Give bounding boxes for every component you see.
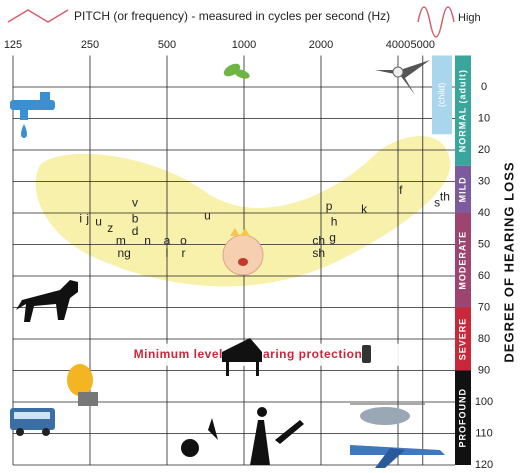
y-tick-label: 70: [478, 301, 490, 313]
leaves-icon: [222, 61, 251, 80]
y-tick-label: 0: [481, 81, 487, 93]
y-axis-title: DEGREE OF HEARING LOSS: [501, 161, 516, 362]
speech-sound: u: [95, 215, 102, 229]
dog-icon: [16, 280, 78, 322]
speech-sound: z: [107, 221, 113, 235]
x-tick-label: 250: [81, 39, 99, 51]
y-tick-label: 30: [478, 175, 490, 187]
bus-icon: [10, 408, 55, 436]
phone-icon: [362, 345, 371, 363]
severity-label: NORMAL (adult): [457, 69, 467, 152]
speech-sound: l: [166, 246, 169, 260]
speech-sound: ng: [117, 246, 130, 260]
music-icon: [181, 407, 304, 465]
chart: PITCH (or frequency) - measured in cycle…: [0, 0, 525, 473]
x-tick-label: 500: [158, 39, 176, 51]
helicopter-icon: [350, 404, 425, 425]
y-tick-label: 90: [478, 364, 490, 376]
y-tick-label: 110: [475, 427, 493, 439]
y-tick-label: 80: [478, 333, 490, 345]
x-tick-label: 5000: [411, 39, 435, 51]
x-tick-label: 2000: [309, 39, 333, 51]
low-pitch-wave: [8, 10, 68, 22]
y-tick-label: 50: [478, 238, 490, 250]
y-tick-label: 60: [478, 270, 490, 282]
speech-sound: k: [361, 202, 368, 216]
severity-label: MODERATE: [457, 231, 467, 290]
speech-sound: i: [79, 211, 82, 225]
chart-title: PITCH (or frequency) - measured in cycle…: [74, 9, 390, 23]
speech-sound: p: [326, 199, 333, 213]
speech-sound: u: [204, 208, 211, 222]
speech-sound: j: [85, 211, 89, 225]
severity-label: SEVERE: [457, 318, 467, 361]
speech-sound: h: [331, 215, 338, 229]
y-tick-label: 10: [478, 112, 490, 124]
speech-sound: n: [144, 234, 151, 248]
speech-sound: r: [181, 246, 185, 260]
x-tick-label: 4000: [386, 39, 410, 51]
speech-sound: v: [132, 196, 138, 210]
high-pitch-wave: [418, 7, 454, 37]
child-label: (child): [436, 83, 446, 108]
y-tick-label: 120: [475, 459, 493, 471]
bird-icon: [375, 60, 430, 95]
severity-label: PROFOUND: [457, 388, 467, 448]
faucet-icon: [10, 92, 55, 138]
speech-sound: sh: [312, 246, 325, 260]
severity-label: MILD: [457, 176, 467, 202]
x-tick-label: 125: [4, 39, 22, 51]
y-tick-label: 100: [475, 396, 493, 408]
y-tick-label: 40: [478, 207, 490, 219]
speech-sound: g: [329, 230, 336, 244]
high-label: High: [458, 12, 481, 24]
speech-sound: d: [132, 224, 139, 238]
airplane-icon: [350, 445, 445, 468]
x-tick-label: 1000: [232, 39, 256, 51]
y-tick-label: 20: [478, 144, 490, 156]
speech-sound: th: [440, 189, 450, 203]
